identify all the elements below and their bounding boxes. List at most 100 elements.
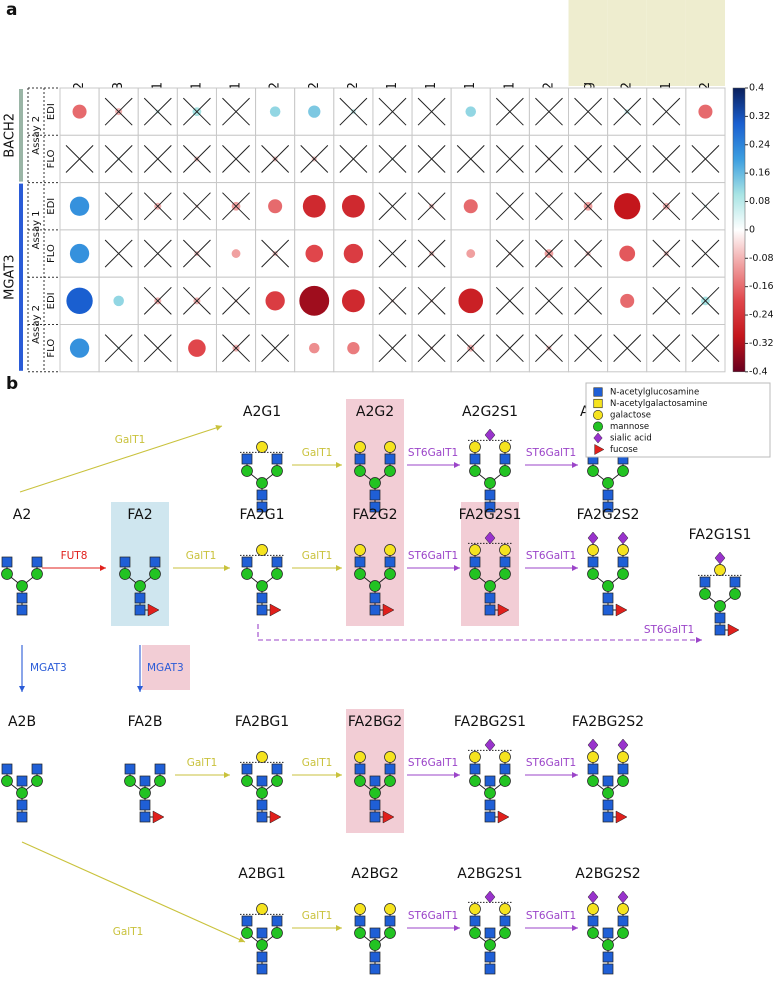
non-significant-cross: [574, 239, 603, 268]
glycan-sia: [484, 890, 496, 904]
glycan-glc: [271, 915, 283, 927]
colorbar-tick-label: 0.24: [749, 139, 770, 150]
cell: [372, 182, 413, 231]
glycan-gal: [593, 410, 603, 420]
panel-label: a: [6, 0, 17, 20]
glycan-glc: [384, 556, 396, 568]
assay-label: Assay 2: [31, 116, 42, 155]
glycan-label: FA2B: [128, 714, 163, 730]
glycan-man: [369, 787, 381, 799]
glycan-gal: [384, 544, 396, 556]
glycan-glc: [369, 489, 381, 501]
non-significant-cross: [104, 145, 133, 173]
glycan-glc: [369, 811, 381, 823]
glycan-man: [124, 775, 136, 787]
non-significant-cross: [300, 145, 329, 173]
non-significant-cross: [182, 192, 211, 221]
reaction-arrow: [257, 624, 702, 641]
non-significant-cross: [574, 334, 603, 363]
glycan-glc: [31, 763, 43, 775]
glycan-man: [16, 580, 28, 592]
glycan-fuc: [497, 810, 510, 824]
non-significant-cross: [339, 97, 368, 126]
glycan-glc: [271, 453, 283, 465]
non-significant-cross: [535, 192, 563, 221]
glycan-gal: [499, 903, 511, 915]
glycan-glc: [369, 501, 381, 513]
glycan-glc: [139, 811, 151, 823]
colorbar-tick-label: 0.4: [749, 83, 764, 94]
non-significant-cross: [222, 334, 250, 363]
glycan-glc: [134, 592, 146, 604]
non-significant-cross: [652, 334, 681, 363]
correlation-dot: [343, 243, 364, 264]
glycan-gal: [354, 544, 366, 556]
glycan-glc: [484, 951, 496, 963]
glycan-glc: [484, 592, 496, 604]
non-significant-cross: [574, 97, 603, 126]
glycan-glc: [256, 775, 268, 787]
glycan-sia: [484, 428, 496, 442]
glycan-glc: [369, 927, 381, 939]
enzyme-label: ST6GalT1: [526, 447, 576, 459]
correlation-dot: [341, 194, 365, 218]
glycan-glc: [602, 963, 614, 975]
glycan-glc: [602, 799, 614, 811]
glycan-man: [369, 939, 381, 951]
glycan-glc: [241, 556, 253, 568]
glycan-gal: [617, 544, 629, 556]
glycan-label: FA2G2S2: [577, 507, 640, 523]
glycan-sia: [484, 738, 496, 752]
non-significant-cross: [222, 286, 250, 315]
correlation-dot: [463, 199, 478, 214]
glycan-glc: [384, 453, 396, 465]
correlation-dot: [113, 295, 124, 307]
glycan-label: FA2G1S1: [689, 527, 752, 543]
glycan-man: [134, 580, 146, 592]
glycan-label: FA2G2S1: [459, 507, 522, 523]
glycan-sia: [617, 738, 629, 752]
glycan-man: [354, 927, 366, 939]
group-bar: [19, 183, 23, 371]
glycan-man: [587, 465, 599, 477]
group-label: MGAT3: [3, 255, 18, 300]
non-significant-cross: [104, 334, 133, 363]
non-significant-cross: [652, 97, 681, 126]
non-significant-cross: [182, 286, 211, 315]
arrow-head: [454, 565, 460, 571]
glycan-gal: [617, 751, 629, 763]
correlation-dot: [299, 285, 330, 316]
enzyme-label: GalT1: [115, 434, 146, 446]
correlation-dot: [72, 104, 87, 119]
glycan-glc: [602, 927, 614, 939]
glycan-label: A2BG2: [351, 866, 399, 882]
glycan-fuc: [269, 810, 282, 824]
arrow-head: [572, 925, 578, 931]
glycan-man: [484, 939, 496, 951]
non-significant-cross: [143, 334, 172, 363]
enzyme-label: ST6GalT1: [408, 550, 458, 562]
legend-label: N-acetylglucosamine: [610, 388, 699, 398]
correlation-dot: [265, 291, 285, 311]
legend-label: mannose: [610, 422, 649, 432]
glycan-gal: [384, 751, 396, 763]
glycan-man: [241, 927, 253, 939]
glycan-glc: [369, 775, 381, 787]
colorbar-tick-label: -0.32: [749, 338, 774, 349]
glycan-gal: [256, 903, 268, 915]
glycan-man: [469, 775, 481, 787]
enzyme-label: GalT1: [187, 757, 218, 769]
enzyme-label: ST6GalT1: [526, 910, 576, 922]
glycan-man: [384, 568, 396, 580]
glycan-fuc: [615, 810, 628, 824]
glycan-sia: [617, 531, 629, 545]
header-highlight: [568, 0, 608, 86]
enzyme-label: GalT1: [186, 550, 217, 562]
enzyme-label: ST6GalT1: [408, 447, 458, 459]
arrow-head: [572, 772, 578, 778]
glycan-glc: [602, 775, 614, 787]
glycan-man: [139, 787, 151, 799]
non-significant-cross: [104, 239, 133, 268]
